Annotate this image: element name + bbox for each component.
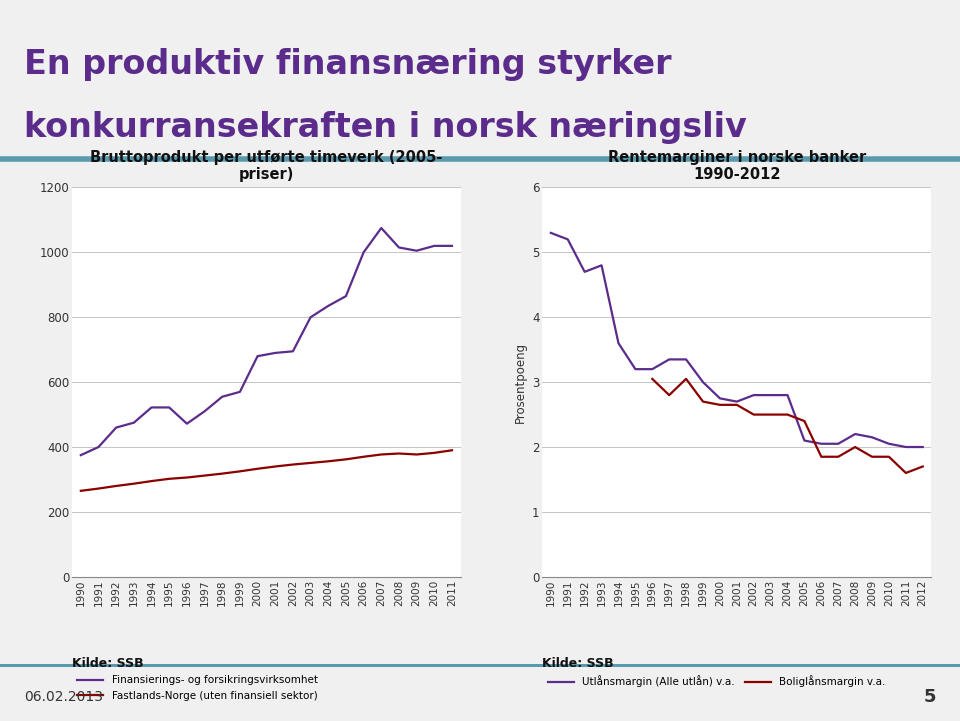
Text: 5: 5 [924, 688, 936, 706]
Text: Kilde: SSB: Kilde: SSB [542, 657, 614, 670]
Text: 06.02.2013: 06.02.2013 [24, 690, 103, 704]
Title: Bruttoprodukt per utførte timeverk (2005-
priser): Bruttoprodukt per utførte timeverk (2005… [90, 150, 443, 182]
Text: konkurransekraften i norsk næringsliv: konkurransekraften i norsk næringsliv [24, 111, 747, 144]
Text: Kilde: SSB: Kilde: SSB [72, 657, 144, 670]
Text: En produktiv finansnæring styrker: En produktiv finansnæring styrker [24, 48, 671, 81]
Legend: Utlånsmargin (Alle utlån) v.a., Boliglånsmargin v.a.: Utlånsmargin (Alle utlån) v.a., Boliglån… [547, 676, 886, 687]
Legend: Finansierings- og forsikringsvirksomhet, Fastlands-Norge (uten finansiell sektor: Finansierings- og forsikringsvirksomhet,… [77, 676, 318, 701]
Y-axis label: Prosentpoeng: Prosentpoeng [514, 342, 527, 423]
Title: Rentemarginer i norske banker
1990-2012: Rentemarginer i norske banker 1990-2012 [608, 150, 866, 182]
